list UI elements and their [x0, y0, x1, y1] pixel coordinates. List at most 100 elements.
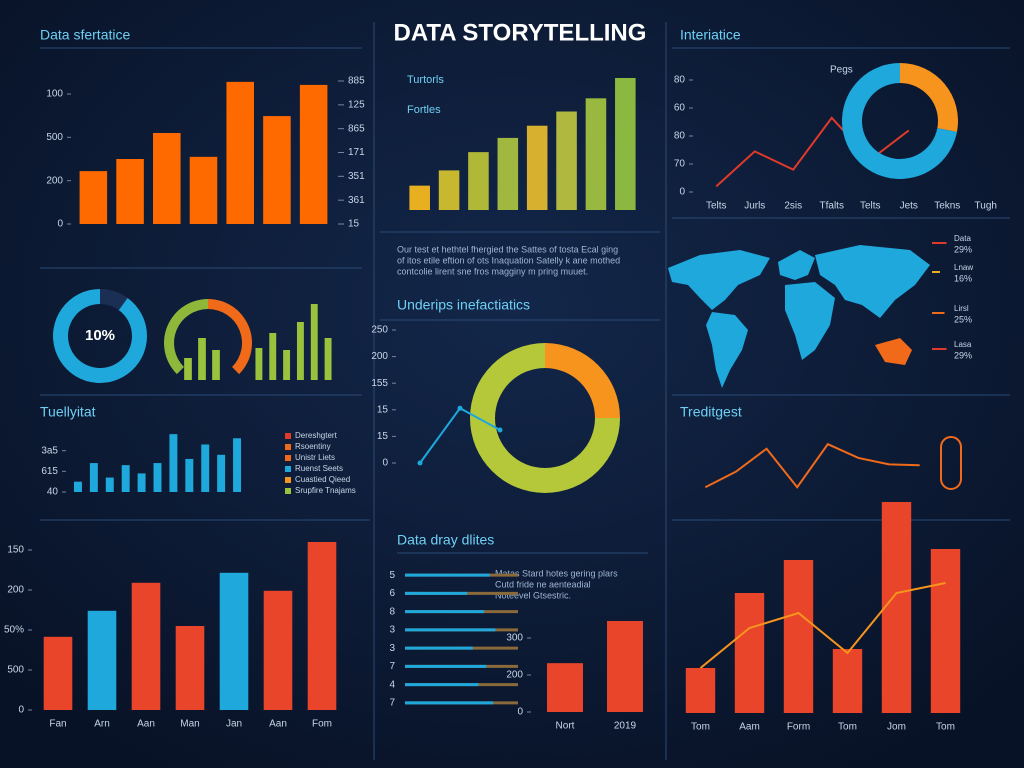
x-tick-label: Jets	[900, 201, 918, 212]
y-tick-label: 15	[348, 219, 360, 230]
legend-label: Dereshgtert	[295, 431, 338, 440]
bar	[832, 649, 863, 713]
y-tick-label: 80	[674, 131, 686, 142]
continent	[778, 250, 815, 280]
bar	[263, 590, 293, 710]
bar	[263, 116, 291, 224]
world-map	[668, 245, 930, 388]
legend-label: Lirsl	[954, 304, 969, 313]
chart-title: Underips inefactiatics	[397, 297, 530, 313]
y-tick-label: 0	[517, 707, 523, 718]
legend-swatch	[285, 488, 291, 494]
y-tick-label: 0	[18, 705, 24, 716]
continent	[815, 245, 930, 318]
y-tick-label: 200	[7, 585, 24, 596]
donut-segment	[545, 343, 620, 418]
y-tick-label: 60	[674, 103, 686, 114]
donut-segment	[841, 63, 957, 179]
row-label: 3	[389, 625, 395, 636]
legend-label: Srupfire Tnajams	[295, 486, 356, 495]
donut-segment	[100, 289, 128, 311]
legend-label: Unistr Liets	[295, 453, 335, 462]
y-tick-label: 100	[46, 89, 63, 100]
y-tick-label: 3a5	[41, 445, 58, 456]
bar	[87, 610, 117, 710]
bar	[255, 348, 263, 380]
bar	[184, 358, 192, 380]
page-title: DATA STORYTELLING	[394, 19, 647, 46]
bar	[307, 542, 337, 710]
note-line: Our test et hethtel fhergied the Sattes …	[397, 244, 618, 254]
chart-title: Treditgest	[680, 404, 742, 420]
bar	[585, 98, 607, 210]
continent	[785, 282, 835, 360]
bar	[43, 636, 73, 710]
y-tick-label: 200	[371, 351, 388, 362]
x-tick-label: Aan	[269, 719, 287, 730]
y-tick-label: 615	[41, 466, 58, 477]
x-tick-label: Aam	[739, 722, 760, 733]
bar	[405, 646, 473, 650]
legend-label: Lasa	[954, 340, 972, 349]
y-tick-label: 40	[47, 487, 59, 498]
bar	[217, 454, 226, 492]
x-tick-label: Jom	[887, 722, 906, 733]
bar	[438, 170, 460, 210]
bar	[137, 473, 146, 492]
bar	[219, 572, 249, 710]
x-tick-label: Tfalts	[820, 201, 844, 212]
row-label: 8	[389, 606, 395, 617]
chart-title: Tuellyitat	[40, 404, 96, 420]
x-tick-label: Tom	[838, 722, 857, 733]
continent	[875, 338, 912, 365]
bar	[497, 137, 519, 210]
x-tick-label: Aan	[137, 719, 155, 730]
y-tick-label: 885	[348, 76, 365, 87]
point	[417, 460, 423, 466]
chart-title: Interiatice	[680, 27, 741, 43]
chart-title: Data sfertatice	[40, 27, 130, 43]
legend-label: Rsoentiny	[295, 442, 331, 451]
bar	[324, 338, 332, 380]
y-tick-label: 15	[377, 404, 389, 415]
x-tick-label: Tekns	[934, 201, 960, 212]
bar	[283, 350, 291, 380]
legend-value: 29%	[954, 350, 972, 360]
donut-segment	[900, 63, 958, 132]
legend-label: Turtorls	[407, 74, 444, 86]
y-tick-label: 200	[506, 670, 523, 681]
legend-label: Fortles	[407, 104, 441, 116]
row-label: 6	[389, 588, 395, 599]
legend-swatch	[285, 444, 291, 450]
x-tick-label: Tom	[691, 722, 710, 733]
donut-segment	[208, 299, 252, 375]
y-tick-label: 200	[46, 175, 63, 186]
bar	[405, 628, 496, 632]
bar	[131, 582, 161, 710]
x-tick-label: 2019	[614, 721, 637, 732]
bar	[685, 668, 716, 713]
bar	[185, 458, 194, 492]
legend-label: Data	[954, 234, 971, 243]
note-line: Matas Stard hotes gering plars	[495, 568, 618, 578]
y-tick-label: 15	[377, 431, 389, 442]
donut-segment	[52, 289, 147, 383]
legend-swatch	[285, 477, 291, 483]
note-line: of itos etile eftion of ots Inaquation S…	[397, 255, 620, 265]
bar	[405, 591, 468, 595]
bar	[783, 560, 814, 713]
row-label: 7	[389, 698, 395, 709]
continent	[706, 312, 748, 388]
bar	[734, 593, 765, 713]
bar	[269, 333, 277, 380]
bar	[405, 701, 494, 705]
donut-label: Pegs	[830, 65, 853, 76]
x-tick-label: Jurls	[744, 201, 765, 212]
note-line: Cutd fride ne aenteadial	[495, 579, 591, 589]
bar	[299, 84, 328, 225]
bar	[153, 463, 162, 492]
legend-swatch	[285, 433, 291, 439]
x-tick-label: Form	[787, 722, 810, 733]
